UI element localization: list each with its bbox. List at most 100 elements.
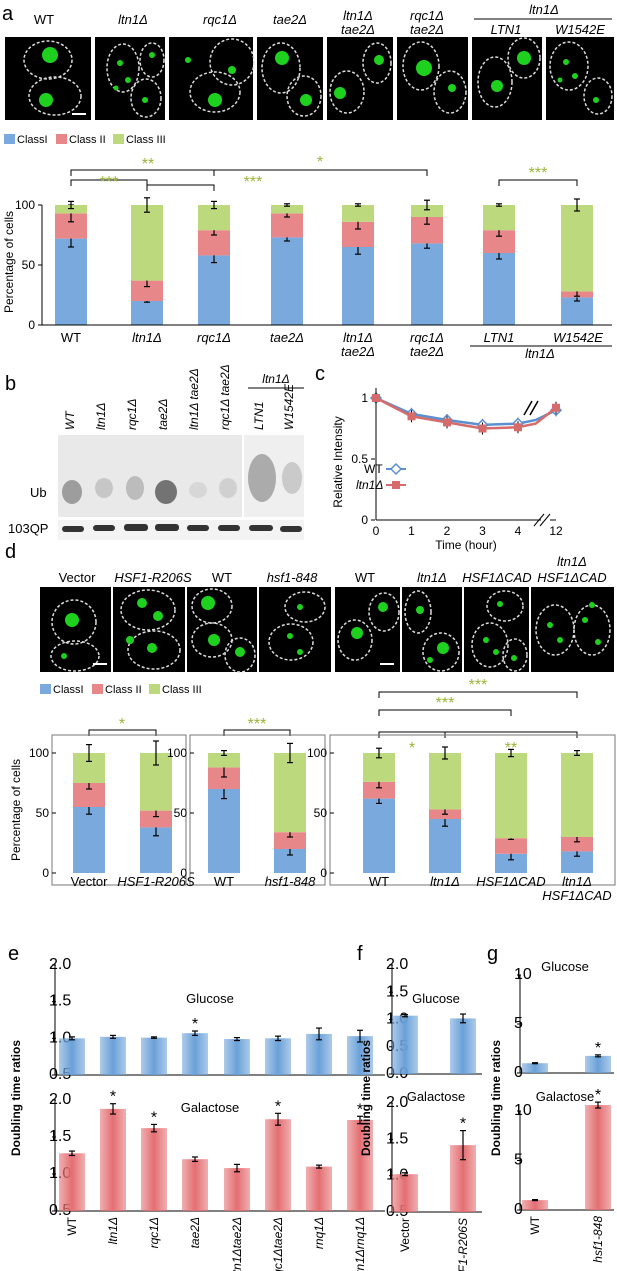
d-legend-swatch-2 xyxy=(92,684,103,694)
a-sig-4: * xyxy=(317,154,323,171)
d1-ytick-label-2: 100 xyxy=(29,746,49,760)
e-bot-star-5: * xyxy=(275,1098,281,1115)
a-sig-2: ** xyxy=(142,156,154,173)
a-label-rqc1tae2-1: rqc1Δ xyxy=(410,8,444,23)
d-legend-class1: ClassI xyxy=(53,684,84,696)
panel-label-f: f xyxy=(357,943,363,965)
c-xtick-label-4: 4 xyxy=(515,524,522,538)
d-x-ltn1: ltn1Δ xyxy=(430,874,460,889)
c-ytick-label-0: 0 xyxy=(361,513,368,527)
g-bot-bar-1 xyxy=(585,1105,611,1210)
a-bracket-4 xyxy=(213,169,428,176)
a-legend-swatch-3 xyxy=(113,134,124,144)
d3-bars-bar-1-0 xyxy=(429,819,461,873)
d-legend-swatch-3 xyxy=(149,684,160,694)
d1-ytick-label-0: 0 xyxy=(42,866,49,880)
a-label-w1542e: W1542E xyxy=(555,22,605,37)
d2-bars-bar-1-1 xyxy=(274,832,306,849)
e-bot-bar-7 xyxy=(347,1119,373,1211)
a-chart: Percentage of cells 0 50 100 WT ltn1Δ rqc1… xyxy=(2,197,612,361)
c-xtick-group: 0 1 2 3 4 12 xyxy=(373,524,563,538)
b-qp-label: 103QP xyxy=(8,521,48,536)
e-bot-bar-3 xyxy=(182,1159,208,1211)
e-bot-ytick-label-3: 2.0 xyxy=(49,1091,71,1108)
f-galactose-title: Galactose xyxy=(407,1089,466,1104)
a-legend-class2: Class II xyxy=(69,134,106,146)
d-bracket-1 xyxy=(88,729,157,736)
c-lines xyxy=(369,391,563,435)
e-top-bar-0 xyxy=(59,1038,85,1075)
a-x-ltn1: ltn1Δ xyxy=(132,330,162,345)
c-marker-ltn1-0 xyxy=(372,394,380,402)
g-bot-ytick-label-2: 10 xyxy=(514,1102,532,1119)
d3-ytick-label-1: 50 xyxy=(314,806,328,820)
c-marker-ltn1-6 xyxy=(552,403,560,412)
panel-label-e: e xyxy=(8,943,19,965)
e-bot-xlabel-6: rnq1Δ xyxy=(312,1217,326,1249)
d-image-ltn1-hsf1dcad xyxy=(531,587,614,672)
d-label-wt: WT xyxy=(212,570,232,585)
a-legend-class3: Class III xyxy=(126,134,166,146)
e-bot-bar-4 xyxy=(224,1168,250,1211)
a-bars-bar-5-0 xyxy=(411,243,443,325)
b-ub-label: Ub xyxy=(30,485,47,500)
a-image-ltn1tae2 xyxy=(327,37,393,120)
a-x-w1542e: W1542E xyxy=(553,330,603,345)
b-lane-4: tae2Δ xyxy=(156,399,170,430)
a-legend: ClassI Class II Class III xyxy=(4,134,166,146)
c-marker-ltn1-4 xyxy=(514,423,522,432)
c-ytick-label-1: 0.5 xyxy=(351,452,368,466)
d3-bars-bar-3-1 xyxy=(561,837,593,852)
d-bracket-3 xyxy=(378,691,578,698)
e-bot-star-7: * xyxy=(357,1101,363,1118)
d-image-wt xyxy=(187,587,257,672)
d3-bars-bar-0-1 xyxy=(363,781,395,799)
e-glucose-title: Glucose xyxy=(186,991,234,1006)
a-label-rqc1tae2-2: tae2Δ xyxy=(410,22,444,37)
d-sig-4: *** xyxy=(436,695,455,712)
a-label-ltn1tae2-2: tae2Δ xyxy=(341,22,375,37)
a-label-rqc1: rqc1Δ xyxy=(203,12,237,27)
d1-bars-group xyxy=(73,740,172,873)
c-legend-wt: WT xyxy=(364,462,383,476)
f-bot-bar-0 xyxy=(392,1174,418,1212)
panel-label-g: g xyxy=(487,943,498,965)
d-legend: ClassI Class II Class III xyxy=(40,684,202,696)
e-top-bar-5 xyxy=(265,1038,291,1075)
a-bars-bar-7-0 xyxy=(561,297,593,325)
a-label-ltn1-wt: LTN1 xyxy=(491,22,522,37)
a-label-ltn1-group: ltn1Δ xyxy=(529,2,559,17)
g-top-ytick-label-2: 10 xyxy=(514,966,532,983)
e-bot-bar-0 xyxy=(59,1153,85,1211)
c-xtick-label-1: 1 xyxy=(408,524,415,538)
f-top-bar-1 xyxy=(450,1018,476,1074)
a-yticks-label-2: 100 xyxy=(15,198,35,212)
c-xtick-label-5: 12 xyxy=(549,524,563,538)
d-label-hsf1-848: hsf1-848 xyxy=(267,570,318,585)
d-label-wt-2: WT xyxy=(355,570,375,585)
d-label-vector: Vector xyxy=(59,570,97,585)
d-x-vector: Vector xyxy=(71,874,109,889)
d-label-ltn1-hsf1dcad-1: ltn1Δ xyxy=(557,554,587,569)
b-qp-bands xyxy=(62,524,302,532)
b-blot: WT ltn1Δ rqc1Δ tae2Δ ltn1Δ tae2Δ rqc1Δ t… xyxy=(8,364,304,540)
a-label-ltn1: ltn1Δ xyxy=(118,12,148,27)
a-bars-bar-4-2 xyxy=(342,205,374,222)
a-bars-group xyxy=(55,197,593,325)
a-legend-swatch-1 xyxy=(4,134,15,144)
c-ytick-group: 00.51 xyxy=(351,391,375,527)
e-bot-xlabel-7: ltn1Δrnq1Δ xyxy=(353,1217,367,1271)
b-lane-8: W1542E xyxy=(282,383,296,430)
g-bot-xlabel-1: hsf1-848 xyxy=(591,1216,605,1263)
b-lane-5: ltn1Δ tae2Δ xyxy=(187,368,201,430)
g-top-bar-1 xyxy=(585,1055,611,1073)
c-legend-marker-wt xyxy=(389,462,403,476)
d-label-r206s: HSF1-R206S xyxy=(114,570,192,585)
f-ylabel: Doubling time ratios xyxy=(359,1040,373,1156)
a-image-w1542e xyxy=(546,37,614,120)
e-top-ytick-label-2: 1.5 xyxy=(49,993,71,1010)
d-x-ltn1-hsf1dcad-1: ltn1Δ xyxy=(562,874,592,889)
d-micrographs xyxy=(40,587,614,673)
a-x-rqc1: rqc1Δ xyxy=(197,330,231,345)
